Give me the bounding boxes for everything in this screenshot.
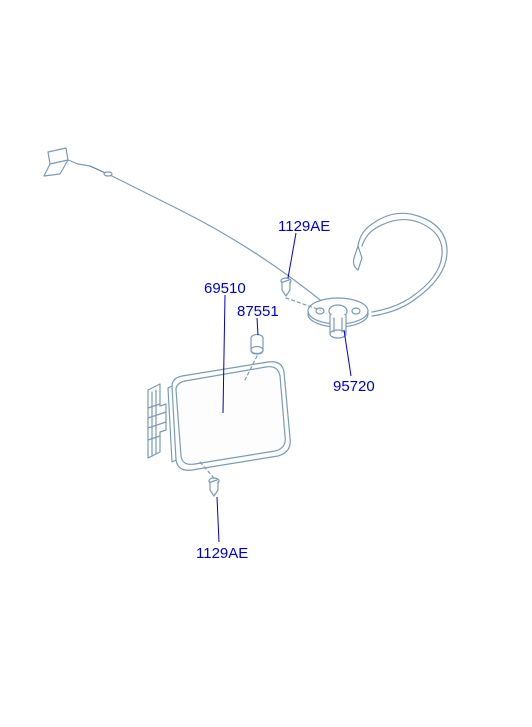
callout-95720: 95720: [333, 378, 375, 395]
callout-1129ae-top: 1129AE: [278, 218, 330, 235]
diagram-svg: [0, 0, 532, 727]
leader-87551: [257, 318, 258, 335]
leader-95720: [344, 330, 351, 376]
callout-1129ae-bottom: 1129AE: [196, 545, 248, 562]
bumper-art: [251, 335, 263, 355]
screw-top-art: [281, 278, 291, 296]
callout-87551: 87551: [237, 303, 279, 320]
fuel-door-art: [148, 362, 290, 471]
leader-1129ae-bottom: [217, 497, 219, 542]
callout-69510: 69510: [204, 280, 246, 297]
screw-bottom-art: [209, 478, 219, 496]
leader-1129ae-top: [288, 233, 296, 278]
latch-plate-art: [308, 298, 368, 338]
